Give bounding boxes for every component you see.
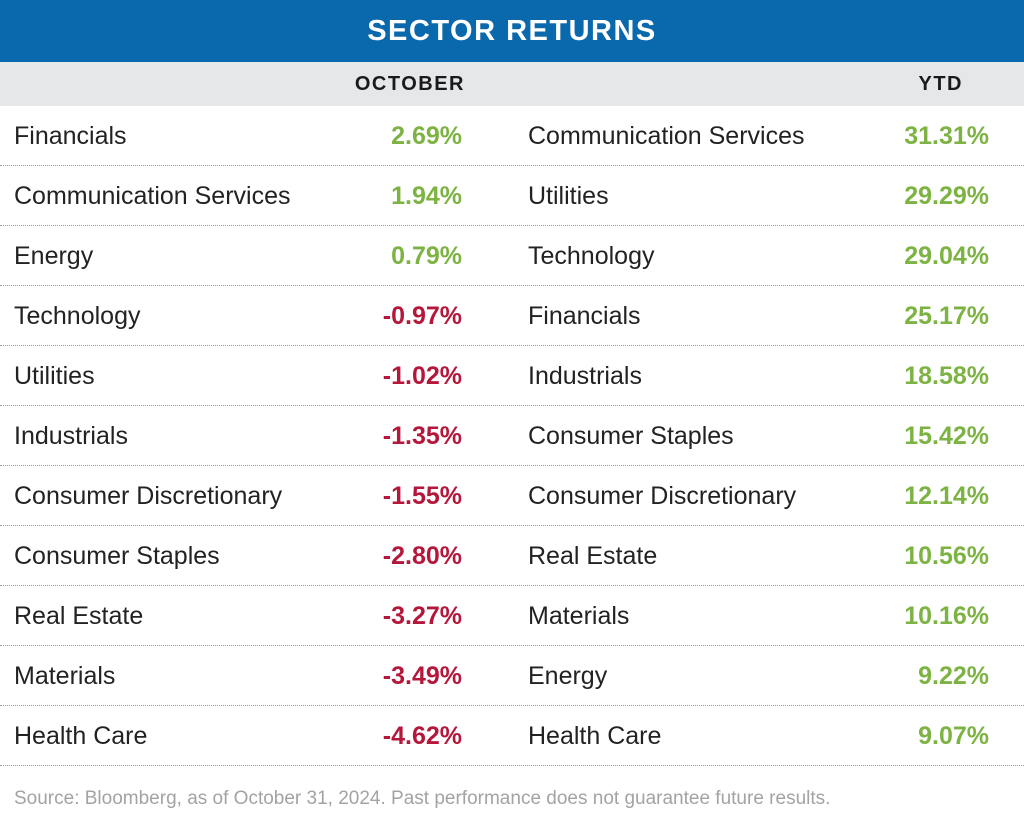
october-return-value: -0.97% [382, 302, 462, 330]
ytd-return-value: 15.42% [904, 422, 989, 450]
october-return-value: 0.79% [391, 242, 462, 270]
ytd-sector-name: Financials [528, 302, 641, 330]
ytd-return-value: 12.14% [904, 482, 989, 510]
october-sector-name: Energy [14, 242, 94, 270]
source-note: Source: Bloomberg, as of October 31, 202… [14, 788, 831, 809]
table-row: Financials 2.69% Communication Services 31.… [0, 106, 1024, 166]
ytd-sector-name: Consumer Discretionary [528, 482, 797, 510]
table-row: Energy 0.79% Technology 29.04% [0, 226, 1024, 286]
ytd-sector-name: Health Care [528, 722, 662, 750]
october-sector-name: Communication Services [14, 182, 291, 210]
ytd-return-value: 9.22% [918, 662, 989, 690]
table-row: Consumer Staples -2.80% Real Estate 10.56% [0, 526, 1024, 586]
column-header-row: OCTOBER YTD [0, 62, 1024, 106]
october-return-value: 2.69% [391, 122, 462, 150]
october-sector-name: Technology [14, 302, 141, 330]
ytd-return-value: 10.16% [904, 602, 989, 630]
ytd-return-value: 18.58% [904, 362, 989, 390]
table-row: Consumer Discretionary -1.55% Consumer Dis… [0, 466, 1024, 526]
october-sector-name: Industrials [14, 422, 128, 450]
october-return-value: -2.80% [382, 542, 462, 570]
table-row: Materials -3.49% Energy 9.22% [0, 646, 1024, 706]
ytd-return-value: 29.04% [904, 242, 989, 270]
table-title-bar: SECTOR RETURNS [0, 0, 1024, 62]
table-title: SECTOR RETURNS [367, 14, 657, 47]
ytd-sector-name: Materials [528, 602, 630, 630]
table-row: Health Care -4.62% Health Care 9.07% [0, 706, 1024, 766]
sector-returns-table: Financials 2.69% Communication Services 31.… [0, 106, 1024, 766]
october-sector-name: Materials [14, 662, 116, 690]
table-row: Utilities -1.02% Industrials 18.58% [0, 346, 1024, 406]
october-sector-name: Consumer Discretionary [14, 482, 283, 510]
october-return-value: -4.62% [382, 722, 462, 750]
ytd-return-value: 10.56% [904, 542, 989, 570]
october-return-value: 1.94% [391, 182, 462, 210]
october-return-value: -1.55% [382, 482, 462, 510]
october-sector-name: Utilities [14, 362, 95, 390]
ytd-sector-name: Consumer Staples [528, 422, 734, 450]
october-column-header: OCTOBER [354, 73, 465, 95]
october-return-value: -1.02% [382, 362, 462, 390]
ytd-column-header: YTD [918, 73, 963, 95]
october-return-value: -3.49% [382, 662, 462, 690]
ytd-return-value: 9.07% [918, 722, 989, 750]
table-row: Real Estate -3.27% Materials 10.16% [0, 586, 1024, 646]
october-return-value: -1.35% [382, 422, 462, 450]
ytd-return-value: 25.17% [904, 302, 989, 330]
ytd-return-value: 29.29% [904, 182, 989, 210]
ytd-sector-name: Utilities [528, 182, 609, 210]
ytd-sector-name: Technology [528, 242, 655, 270]
october-sector-name: Consumer Staples [14, 542, 220, 570]
october-sector-name: Health Care [14, 722, 148, 750]
ytd-sector-name: Real Estate [528, 542, 658, 570]
table-row: Communication Services 1.94% Utilities 29.2… [0, 166, 1024, 226]
ytd-sector-name: Communication Services [528, 122, 805, 150]
ytd-sector-name: Energy [528, 662, 608, 690]
october-return-value: -3.27% [382, 602, 462, 630]
table-row: Industrials -1.35% Consumer Staples 15.42% [0, 406, 1024, 466]
october-sector-name: Real Estate [14, 602, 144, 630]
october-sector-name: Financials [14, 122, 127, 150]
table-row: Technology -0.97% Financials 25.17% [0, 286, 1024, 346]
ytd-return-value: 31.31% [904, 122, 989, 150]
ytd-sector-name: Industrials [528, 362, 642, 390]
